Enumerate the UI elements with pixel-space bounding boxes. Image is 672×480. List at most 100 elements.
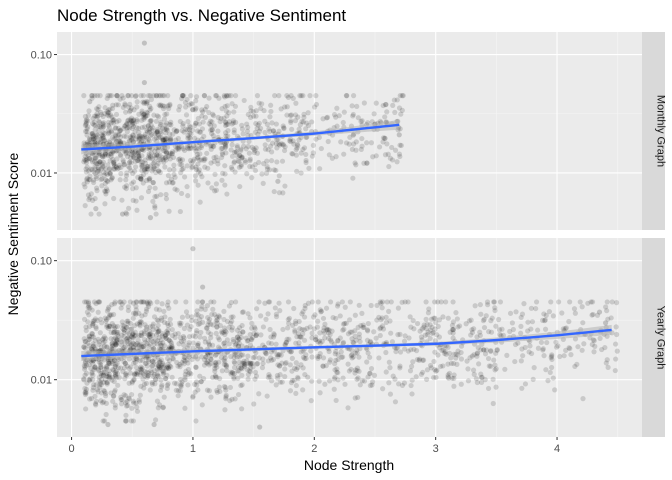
data-point (268, 102, 274, 108)
data-point (164, 320, 171, 326)
data-point (81, 376, 87, 382)
data-point (114, 323, 121, 330)
data-point (535, 327, 541, 333)
data-point (82, 360, 88, 366)
data-point (167, 101, 173, 107)
data-point (128, 115, 135, 121)
data-point (178, 170, 184, 176)
data-point (158, 362, 165, 368)
data-point (171, 127, 177, 133)
data-point (228, 320, 234, 326)
data-point (120, 326, 126, 332)
data-point (132, 168, 138, 174)
data-point (121, 299, 127, 305)
data-point (160, 138, 166, 144)
data-point (111, 393, 117, 399)
data-point (87, 336, 93, 343)
data-point (310, 142, 316, 148)
data-point (269, 120, 275, 126)
data-point (84, 164, 90, 170)
data-point (153, 135, 159, 141)
data-point (101, 399, 107, 405)
data-point (131, 377, 137, 383)
data-point (88, 166, 94, 172)
data-point (222, 119, 228, 125)
data-point (373, 100, 379, 106)
data-point (157, 402, 163, 408)
data-point (448, 355, 454, 361)
data-point (238, 163, 244, 169)
data-point (266, 299, 272, 305)
data-point (240, 352, 246, 358)
data-point (96, 118, 102, 124)
data-point (145, 188, 152, 195)
data-point (126, 125, 133, 131)
data-point (91, 317, 97, 324)
data-point (109, 341, 115, 347)
data-point (200, 284, 206, 290)
data-point (290, 138, 296, 144)
data-point (112, 369, 118, 375)
data-point (208, 143, 214, 149)
data-point (223, 150, 229, 156)
data-point (212, 311, 218, 318)
data-point (138, 159, 144, 165)
data-point (104, 108, 110, 115)
data-point (100, 164, 106, 170)
data-point (243, 159, 249, 165)
data-point (340, 321, 347, 327)
data-point (109, 302, 115, 308)
data-point (130, 132, 136, 138)
data-point (235, 391, 242, 398)
data-point (89, 139, 95, 145)
data-point (101, 169, 107, 175)
data-point (145, 136, 151, 142)
data-point (100, 135, 106, 141)
data-point (253, 108, 259, 114)
data-point (124, 338, 130, 344)
data-point (356, 302, 362, 308)
data-point (97, 380, 104, 386)
data-point (380, 386, 386, 392)
data-point (98, 136, 104, 142)
data-point (81, 316, 88, 322)
data-point (162, 148, 168, 154)
data-point (96, 299, 102, 305)
data-point (120, 157, 126, 163)
data-point (133, 185, 139, 191)
data-point (236, 158, 242, 165)
data-point (179, 96, 185, 102)
data-point (104, 379, 111, 386)
data-point (101, 379, 107, 385)
data-point (165, 93, 171, 99)
data-point (166, 106, 172, 112)
data-point (126, 396, 133, 402)
data-point (413, 374, 419, 380)
data-point (81, 181, 87, 187)
data-point (447, 329, 453, 335)
data-point (130, 170, 136, 176)
data-point (98, 176, 104, 183)
data-point (160, 155, 166, 161)
data-point (352, 395, 358, 401)
data-point (154, 127, 160, 133)
data-point (318, 309, 324, 315)
data-point (159, 125, 166, 131)
data-point (222, 141, 228, 147)
data-point (85, 304, 91, 311)
data-point (409, 377, 415, 383)
data-point (276, 173, 282, 179)
data-point (98, 364, 104, 370)
data-point (134, 117, 140, 123)
data-point (193, 418, 199, 424)
data-point (208, 360, 214, 366)
data-point (290, 151, 296, 157)
data-point (589, 341, 595, 348)
data-point (98, 370, 104, 377)
data-point (232, 169, 238, 175)
data-point (164, 127, 170, 133)
data-point (106, 323, 112, 330)
data-point (219, 154, 225, 161)
data-point (83, 406, 89, 412)
data-point (154, 128, 160, 134)
